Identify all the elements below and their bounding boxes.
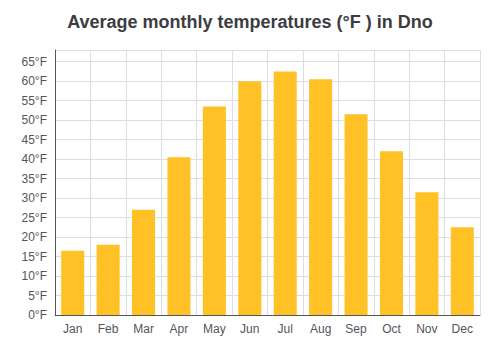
svg-text:5°F: 5°F	[28, 289, 47, 303]
svg-text:60°F: 60°F	[22, 74, 47, 88]
svg-text:45°F: 45°F	[22, 133, 47, 147]
svg-text:Mar: Mar	[133, 322, 154, 336]
svg-text:Nov: Nov	[416, 322, 437, 336]
svg-text:May: May	[203, 322, 226, 336]
svg-text:Apr: Apr	[170, 322, 189, 336]
svg-text:55°F: 55°F	[22, 94, 47, 108]
svg-text:65°F: 65°F	[22, 55, 47, 69]
svg-text:Aug: Aug	[310, 322, 331, 336]
svg-text:20°F: 20°F	[22, 230, 47, 244]
svg-text:35°F: 35°F	[22, 172, 47, 186]
svg-text:10°F: 10°F	[22, 269, 47, 283]
svg-text:15°F: 15°F	[22, 250, 47, 264]
svg-text:50°F: 50°F	[22, 113, 47, 127]
svg-text:25°F: 25°F	[22, 211, 47, 225]
svg-text:Dec: Dec	[452, 322, 473, 336]
svg-text:Jul: Jul	[278, 322, 293, 336]
svg-text:Average monthly temperatures (: Average monthly temperatures (°F ) in Dn…	[67, 12, 433, 32]
svg-text:40°F: 40°F	[22, 152, 47, 166]
svg-text:Oct: Oct	[382, 322, 401, 336]
svg-text:0°F: 0°F	[28, 308, 47, 322]
svg-text:Sep: Sep	[345, 322, 367, 336]
svg-text:Jun: Jun	[240, 322, 259, 336]
svg-text:30°F: 30°F	[22, 191, 47, 205]
svg-text:Feb: Feb	[98, 322, 119, 336]
svg-text:Jan: Jan	[63, 322, 82, 336]
